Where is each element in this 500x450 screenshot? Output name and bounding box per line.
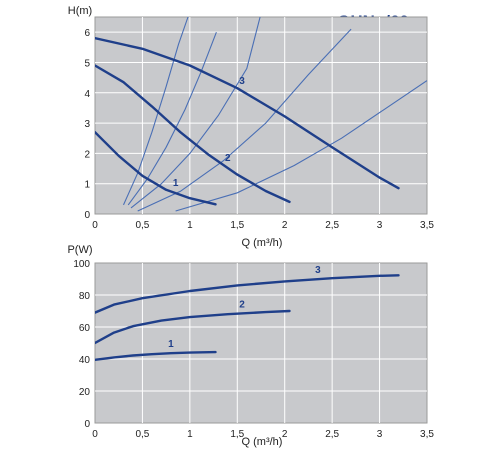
bottom-y-tick-label: 100	[73, 259, 90, 270]
top-y-tick-label: 4	[84, 89, 90, 100]
bottom-y-tick-label: 80	[79, 291, 91, 302]
bottom-series-2-label: 2	[239, 299, 245, 310]
bottom-x-tick-label: 0	[92, 429, 98, 440]
bottom-x-tick-label: 3,5	[420, 429, 434, 440]
bottom-curves	[95, 274, 400, 361]
bottom-series-1-label: 1	[168, 339, 174, 350]
bottom-plot: 0 0,5 1 1,5 2 2,5 3 3,5 0 20 40 60 80 100 1 2 3	[73, 259, 434, 440]
bottom-x-tick-label: 0,5	[135, 429, 149, 440]
top-system-curve	[175, 80, 427, 212]
top-y-tick-label: 1	[84, 180, 90, 191]
top-system-curve	[130, 17, 261, 209]
bottom-series-2-line	[95, 309, 291, 345]
top-series-1-line	[95, 131, 217, 206]
bottom-x-tick-label: 1,5	[230, 429, 244, 440]
top-plot: 0 0,5 1 1,5 2 2,5 3 3,5 0 1 2 3 4 5 6 1 2 3	[84, 16, 434, 231]
top-x-tick-label: 0,5	[135, 220, 149, 231]
top-series-2-line	[95, 64, 291, 204]
bottom-x-tick-label: 1	[187, 429, 193, 440]
bottom-x-tick-label: 2	[282, 429, 288, 440]
bottom-x-tick-label: 3	[377, 429, 383, 440]
bottom-series-3-line	[95, 274, 400, 314]
bottom-x-tick-label: 2,5	[325, 429, 339, 440]
top-x-tick-label: 3,5	[420, 220, 434, 231]
top-x-tick-label: 0	[92, 220, 98, 231]
top-y-tick-label: 5	[84, 58, 90, 69]
bottom-y-tick-label: 60	[79, 323, 91, 334]
top-y-tick-label: 6	[84, 28, 90, 39]
top-system-curve	[137, 28, 352, 212]
top-series-2-label: 2	[225, 153, 231, 164]
top-series-3-line	[95, 37, 400, 190]
bottom-y-tick-label: 20	[79, 387, 91, 398]
bottom-ylabel: P(W)	[67, 244, 92, 256]
top-x-tick-label: 3	[377, 220, 383, 231]
top-x-tick-label: 2,5	[325, 220, 339, 231]
top-series-1-label: 1	[173, 178, 179, 189]
bottom-series-1-line	[95, 350, 217, 361]
top-system-curve	[122, 17, 189, 206]
bottom-y-tick-label: 0	[84, 419, 90, 430]
top-series-3-label: 3	[239, 76, 245, 87]
bottom-y-tick-label: 40	[79, 355, 91, 366]
top-x-tick-label: 1,5	[230, 220, 244, 231]
bottom-plot-area	[94, 262, 428, 424]
top-y-tick-label: 0	[84, 210, 90, 221]
top-y-tick-label: 3	[84, 119, 90, 130]
top-xlabel: Q (m³/h)	[242, 237, 283, 249]
top-y-tick-label: 2	[84, 149, 90, 160]
top-x-tick-label: 2	[282, 220, 288, 231]
top-ylabel: H(m)	[68, 5, 92, 17]
bottom-series-3-label: 3	[315, 265, 321, 276]
top-plot-area	[94, 16, 428, 215]
bottom-xlabel: Q (m³/h)	[242, 436, 283, 448]
top-curves	[95, 17, 427, 212]
top-x-tick-label: 1	[187, 220, 193, 231]
